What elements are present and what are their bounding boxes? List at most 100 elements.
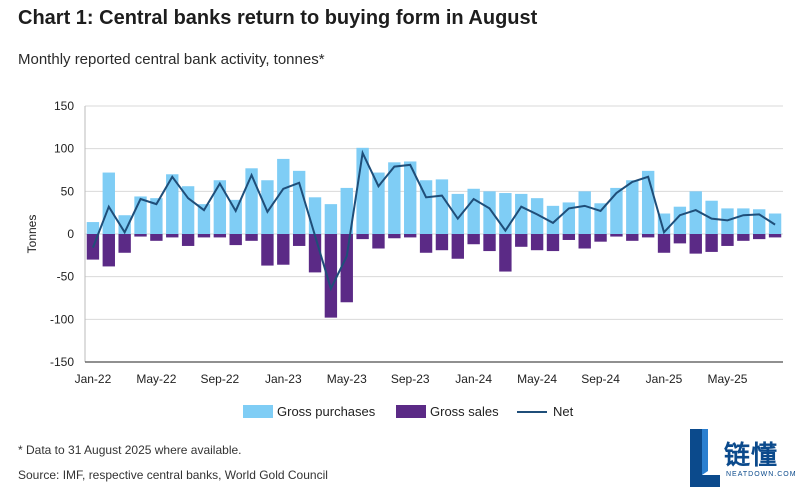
bar-gross-sales — [197, 234, 211, 238]
bar-gross-purchases — [419, 180, 433, 234]
bar-gross-purchases — [197, 204, 211, 234]
bar-gross-sales — [657, 234, 671, 253]
bar-gross-sales — [483, 234, 496, 252]
bar-gross-sales — [610, 234, 623, 237]
x-tick-label: Jan-24 — [455, 372, 492, 386]
bar-gross-purchases — [261, 180, 274, 234]
source-note: Source: IMF, respective central banks, W… — [18, 468, 328, 482]
y-tick-label: 0 — [67, 227, 74, 241]
bar-gross-purchases — [229, 199, 242, 234]
chart-subtitle: Monthly reported central bank activity, … — [18, 51, 325, 68]
bar-gross-sales — [737, 234, 750, 241]
bar-gross-purchases — [372, 172, 385, 234]
y-tick-labels: 150 100 50 0 -50 -100 -150 — [50, 99, 74, 369]
x-tick-label: May-25 — [707, 372, 747, 386]
bar-gross-purchases — [610, 187, 623, 234]
logo-text-en: NEATDOWN.COM — [726, 471, 797, 478]
bar-gross-sales — [689, 234, 702, 254]
bar-gross-sales — [578, 234, 591, 249]
bar-gross-purchases — [308, 197, 322, 234]
bar-gross-sales — [515, 234, 528, 247]
x-tick-label: Jan-25 — [646, 372, 683, 386]
bar-gross-purchases — [546, 205, 560, 234]
bar-gross-purchases — [578, 191, 591, 234]
bar-gross-sales — [721, 234, 734, 246]
x-tick-label: Sep-23 — [391, 372, 430, 386]
bar-gross-sales — [245, 234, 258, 241]
bar-gross-purchases — [134, 196, 147, 234]
legend-label-sales: Gross sales — [430, 404, 499, 419]
gross-sales-bars — [86, 234, 782, 318]
bar-gross-purchases — [451, 193, 464, 234]
bar-gross-sales — [641, 234, 655, 238]
bar-gross-purchases — [118, 215, 131, 234]
y-axis-label: Tonnes — [25, 215, 39, 254]
bar-gross-sales — [594, 234, 607, 242]
bar-gross-purchases — [292, 170, 306, 234]
bar-gross-purchases — [515, 193, 528, 234]
y-tick-label: -100 — [50, 312, 74, 326]
bar-gross-purchases — [689, 191, 702, 234]
x-tick-label: Jan-22 — [75, 372, 112, 386]
x-tick-label: May-22 — [136, 372, 176, 386]
bar-gross-purchases — [213, 180, 227, 234]
bar-gross-sales — [673, 234, 687, 244]
bar-gross-purchases — [324, 204, 338, 234]
bar-gross-sales — [134, 234, 147, 237]
bar-gross-sales — [388, 234, 401, 239]
bar-gross-sales — [768, 234, 782, 238]
bar-gross-sales — [102, 234, 115, 267]
bar-gross-sales — [229, 234, 242, 246]
footnote: * Data to 31 August 2025 where available… — [18, 443, 242, 457]
bar-gross-purchases — [737, 208, 750, 234]
x-tick-label: May-24 — [517, 372, 557, 386]
logo-l-icon — [690, 429, 720, 487]
bar-gross-sales — [213, 234, 227, 238]
bar-gross-purchases — [245, 168, 258, 234]
bar-gross-sales — [324, 234, 338, 318]
legend-label-purchases: Gross purchases — [277, 404, 376, 419]
y-tick-label: -50 — [57, 270, 75, 284]
x-tick-labels: Jan-22 May-22 Sep-22 Jan-23 May-23 Sep-23 Jan-… — [75, 372, 748, 386]
bar-gross-sales — [181, 234, 195, 246]
bar-gross-sales — [451, 234, 464, 259]
bar-gross-purchases — [530, 198, 544, 234]
bar-gross-sales — [499, 234, 512, 272]
bar-gross-purchases — [150, 198, 163, 234]
logo-text-cn: 链懂 — [724, 441, 779, 471]
bar-gross-sales — [404, 234, 417, 238]
bar-gross-sales — [292, 234, 306, 246]
x-tick-label: Jan-23 — [265, 372, 302, 386]
x-tick-label: Sep-24 — [581, 372, 620, 386]
y-tick-label: 50 — [61, 184, 75, 198]
bar-gross-sales — [340, 234, 353, 303]
legend: Gross purchases Gross sales Net — [243, 404, 574, 419]
bar-gross-purchases — [753, 209, 766, 234]
bar-gross-purchases — [86, 222, 100, 234]
x-tick-label: May-23 — [327, 372, 367, 386]
bar-gross-sales — [372, 234, 385, 249]
bar-gross-purchases — [404, 161, 417, 234]
bar-gross-sales — [150, 234, 163, 241]
bar-gross-purchases — [499, 193, 512, 234]
chart-area: 150 100 50 0 -50 -100 -150 Tonnes Jan-22 May-22… — [25, 99, 783, 419]
bar-gross-purchases — [705, 200, 718, 234]
bar-gross-sales — [562, 234, 576, 240]
bar-gross-purchases — [435, 179, 449, 234]
legend-swatch-purchases — [243, 405, 273, 418]
bar-gross-sales — [261, 234, 274, 266]
bar-gross-purchases — [277, 158, 290, 234]
bar-gross-sales — [419, 234, 433, 253]
bar-gross-purchases — [626, 180, 639, 234]
bar-gross-purchases — [166, 174, 179, 234]
watermark-logo: 链懂 NEATDOWN.COM — [688, 425, 796, 491]
bar-gross-sales — [166, 234, 179, 238]
y-tick-label: 100 — [54, 142, 74, 156]
bar-gross-purchases — [594, 203, 607, 234]
net-line — [91, 149, 776, 292]
legend-label-net: Net — [553, 404, 574, 419]
bar-gross-sales — [467, 234, 480, 245]
bar-gross-sales — [626, 234, 639, 241]
bar-gross-sales — [705, 234, 718, 252]
bar-gross-sales — [435, 234, 449, 251]
